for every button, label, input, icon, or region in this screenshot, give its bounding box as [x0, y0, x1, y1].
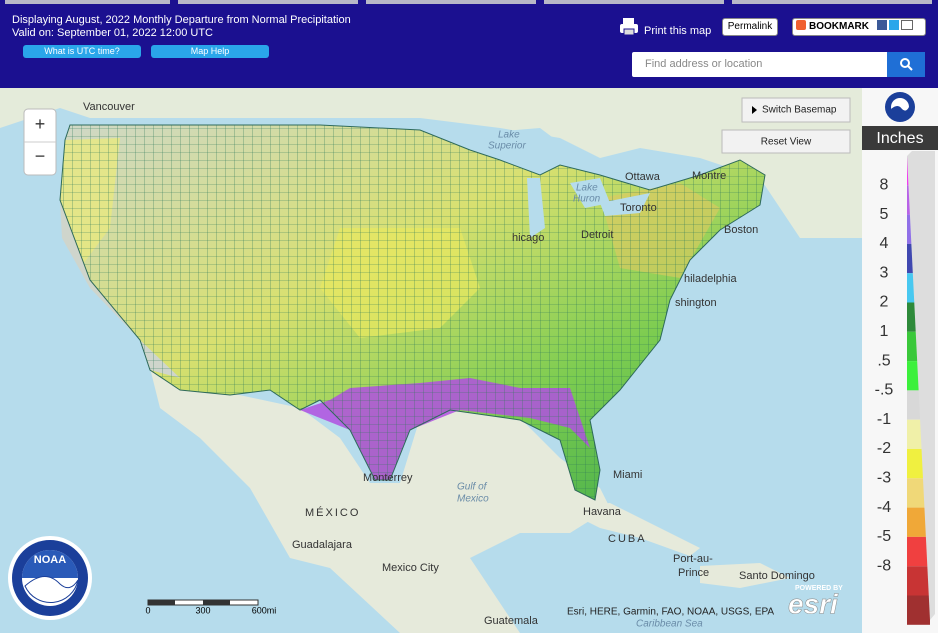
reset-view-label: Reset View — [761, 137, 812, 148]
lake-michigan — [527, 178, 545, 238]
legend-label: -1 — [877, 411, 891, 428]
search-button[interactable] — [887, 52, 925, 77]
map-title: Displaying August, 2022 Monthly Departur… — [12, 14, 351, 26]
tab-strip — [0, 0, 938, 5]
county-lines — [59, 124, 766, 501]
legend-label: .5 — [877, 352, 890, 369]
legend-swatch — [907, 536, 930, 567]
cuba-land — [560, 503, 700, 556]
place-label: Prince — [678, 567, 709, 579]
noaa-logo: NOAA — [8, 536, 92, 620]
valid-time: Valid on: September 01, 2022 12:00 UTC — [12, 27, 213, 39]
permalink-button[interactable]: Permalink — [722, 18, 778, 36]
place-labels: Vancouver Ottawa Montre Toronto Detroit … — [83, 101, 815, 627]
place-label: hicago — [512, 232, 544, 244]
powered-by: POWERED BY — [795, 585, 843, 592]
place-label: Havana — [583, 506, 622, 518]
legend-label: 5 — [880, 206, 889, 223]
lake-huron — [570, 178, 610, 208]
place-label: Miami — [613, 469, 642, 481]
mexico — [150, 368, 610, 633]
lake-ontario-erie — [600, 193, 650, 216]
legend-label: -5 — [877, 528, 891, 545]
utc-button[interactable]: What is UTC time? — [23, 45, 141, 58]
print-icon[interactable] — [619, 17, 639, 37]
legend-swatch — [907, 566, 930, 596]
legend-label: 4 — [880, 235, 889, 252]
water-label: Superior — [488, 141, 526, 152]
attribution: Esri, HERE, Garmin, FAO, NOAA, USGS, EPA — [567, 607, 774, 618]
place-label: Guadalajara — [292, 539, 353, 551]
place-label: Santo Domingo — [739, 570, 815, 582]
lake-superior — [480, 128, 560, 150]
place-label: hiladelphia — [684, 273, 737, 285]
water-label: Huron — [573, 194, 601, 205]
legend-unit: Inches — [876, 130, 923, 147]
noaa-text: NOAA — [34, 554, 66, 566]
zoom-control: + − — [23, 108, 57, 176]
search-box[interactable]: Find address or location — [632, 52, 887, 77]
water-label: Gulf of — [457, 482, 488, 493]
legend-label: 8 — [880, 177, 889, 194]
legend-label: -.5 — [875, 382, 894, 399]
zoom-out[interactable]: − — [35, 146, 46, 166]
place-label: Detroit — [581, 229, 613, 241]
place-label: Montre — [692, 170, 726, 182]
canada — [0, 88, 862, 238]
place-label: MÉXICO — [305, 506, 360, 519]
water-label: Lake — [576, 183, 598, 194]
legend-label: 1 — [880, 323, 889, 340]
help-button[interactable]: Map Help — [151, 45, 269, 58]
place-label: shington — [675, 297, 717, 309]
legend-label: 3 — [880, 264, 889, 281]
place-label: Toronto — [620, 202, 657, 214]
place-label: Guatemala — [484, 615, 539, 627]
hispaniola — [700, 563, 790, 588]
legend-label: -3 — [877, 470, 891, 487]
place-label: Boston — [724, 224, 758, 236]
map[interactable]: Vancouver Ottawa Montre Toronto Detroit … — [0, 88, 862, 633]
switch-basemap-button[interactable] — [741, 97, 851, 123]
legend-label: -2 — [877, 440, 891, 457]
scale-label: 300 — [195, 605, 210, 615]
water-label: Lake — [498, 130, 520, 141]
place-label: Mexico City — [382, 562, 439, 574]
reset-view-button[interactable] — [721, 129, 851, 154]
water-labels: Lake Superior Lake Huron Gulf of Mexico … — [457, 130, 703, 630]
bookmark-button[interactable]: BOOKMARK — [792, 18, 926, 36]
print-link[interactable]: Print this map — [644, 25, 712, 37]
scale-label: 0 — [145, 605, 150, 615]
esri-logo: esri — [788, 588, 839, 619]
scale-label: 600mi — [252, 605, 277, 615]
scale-bar: 0 300 600mi — [145, 599, 277, 615]
legend-swatch — [907, 595, 930, 625]
bookmark-label: BOOKMARK — [809, 21, 869, 32]
water-label: Mexico — [457, 494, 489, 505]
place-label: Vancouver — [83, 101, 135, 113]
legend: Inches 8 5 4 3 2 1 .5 -.5 -1 -2 -3 -4 -5 -8 — [862, 88, 938, 633]
swatch-top — [907, 151, 935, 620]
arrow-icon — [752, 106, 757, 114]
place-label: Ottawa — [625, 171, 661, 183]
switch-basemap-label: Switch Basemap — [762, 105, 837, 116]
zoom-in[interactable]: + — [35, 114, 46, 134]
legend-label: -8 — [877, 557, 891, 574]
legend-label: 2 — [880, 294, 889, 311]
legend-label: -4 — [877, 499, 891, 516]
place-label: Port-au- — [673, 553, 713, 565]
legend-swatch — [907, 507, 930, 537]
water-label: Caribbean Sea — [636, 619, 703, 630]
search-placeholder: Find address or location — [645, 58, 763, 70]
header: Displaying August, 2022 Monthly Departur… — [0, 0, 938, 88]
place-label: Monterrey — [363, 472, 413, 484]
place-label: CUBA — [608, 533, 647, 545]
